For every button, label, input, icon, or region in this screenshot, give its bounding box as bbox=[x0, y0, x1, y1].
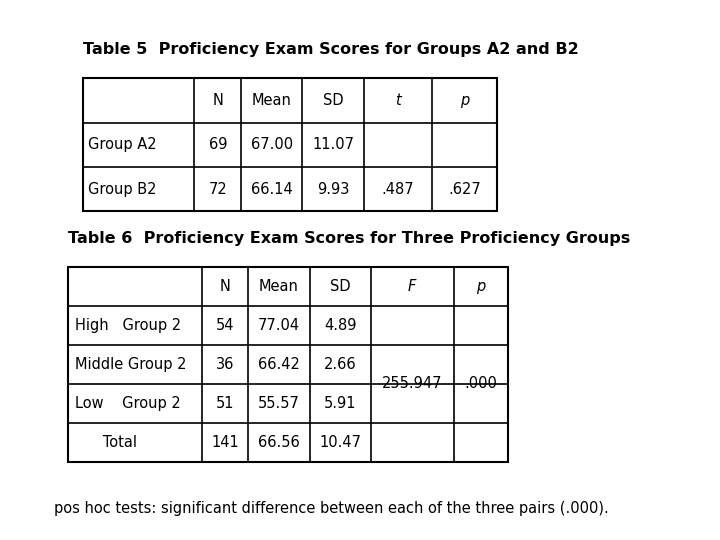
Text: 141: 141 bbox=[211, 435, 239, 450]
Text: 9.93: 9.93 bbox=[317, 181, 349, 197]
Text: 66.56: 66.56 bbox=[258, 435, 300, 450]
Text: 11.07: 11.07 bbox=[312, 137, 354, 152]
Text: Mean: Mean bbox=[252, 93, 292, 108]
Text: 51: 51 bbox=[216, 396, 234, 411]
Text: 54: 54 bbox=[216, 318, 234, 333]
Text: 66.14: 66.14 bbox=[251, 181, 292, 197]
Text: Table 5  Proficiency Exam Scores for Groups A2 and B2: Table 5 Proficiency Exam Scores for Grou… bbox=[83, 42, 579, 57]
Text: SD: SD bbox=[330, 279, 351, 294]
Text: p: p bbox=[476, 279, 485, 294]
Text: 5.91: 5.91 bbox=[324, 396, 356, 411]
Text: 72: 72 bbox=[208, 181, 228, 197]
Bar bbox=[68, 267, 508, 462]
Text: pos hoc tests: significant difference between each of the three pairs (.000).: pos hoc tests: significant difference be… bbox=[54, 501, 608, 516]
Text: Mean: Mean bbox=[259, 279, 299, 294]
Text: Group B2: Group B2 bbox=[89, 181, 157, 197]
Text: N: N bbox=[212, 93, 223, 108]
Text: .487: .487 bbox=[382, 181, 414, 197]
Text: 77.04: 77.04 bbox=[258, 318, 300, 333]
Bar bbox=[83, 78, 497, 211]
Text: Middle Group 2: Middle Group 2 bbox=[75, 357, 186, 372]
Text: 36: 36 bbox=[216, 357, 234, 372]
Text: 67.00: 67.00 bbox=[251, 137, 293, 152]
Text: 10.47: 10.47 bbox=[319, 435, 361, 450]
Text: t: t bbox=[395, 93, 400, 108]
Text: Table 6  Proficiency Exam Scores for Three Proficiency Groups: Table 6 Proficiency Exam Scores for Thre… bbox=[68, 231, 631, 246]
Text: Low    Group 2: Low Group 2 bbox=[75, 396, 181, 411]
Text: 2.66: 2.66 bbox=[324, 357, 356, 372]
Text: 55.57: 55.57 bbox=[258, 396, 300, 411]
Text: Group A2: Group A2 bbox=[89, 137, 157, 152]
Text: 4.89: 4.89 bbox=[324, 318, 356, 333]
Text: High   Group 2: High Group 2 bbox=[75, 318, 181, 333]
Text: Total: Total bbox=[75, 435, 137, 450]
Text: SD: SD bbox=[323, 93, 343, 108]
Text: .000: .000 bbox=[464, 376, 497, 392]
Text: F: F bbox=[408, 279, 416, 294]
Text: 69: 69 bbox=[209, 137, 227, 152]
Text: 255.947: 255.947 bbox=[382, 376, 443, 392]
Text: N: N bbox=[220, 279, 230, 294]
Text: 66.42: 66.42 bbox=[258, 357, 300, 372]
Text: p: p bbox=[460, 93, 469, 108]
Text: .627: .627 bbox=[448, 181, 481, 197]
